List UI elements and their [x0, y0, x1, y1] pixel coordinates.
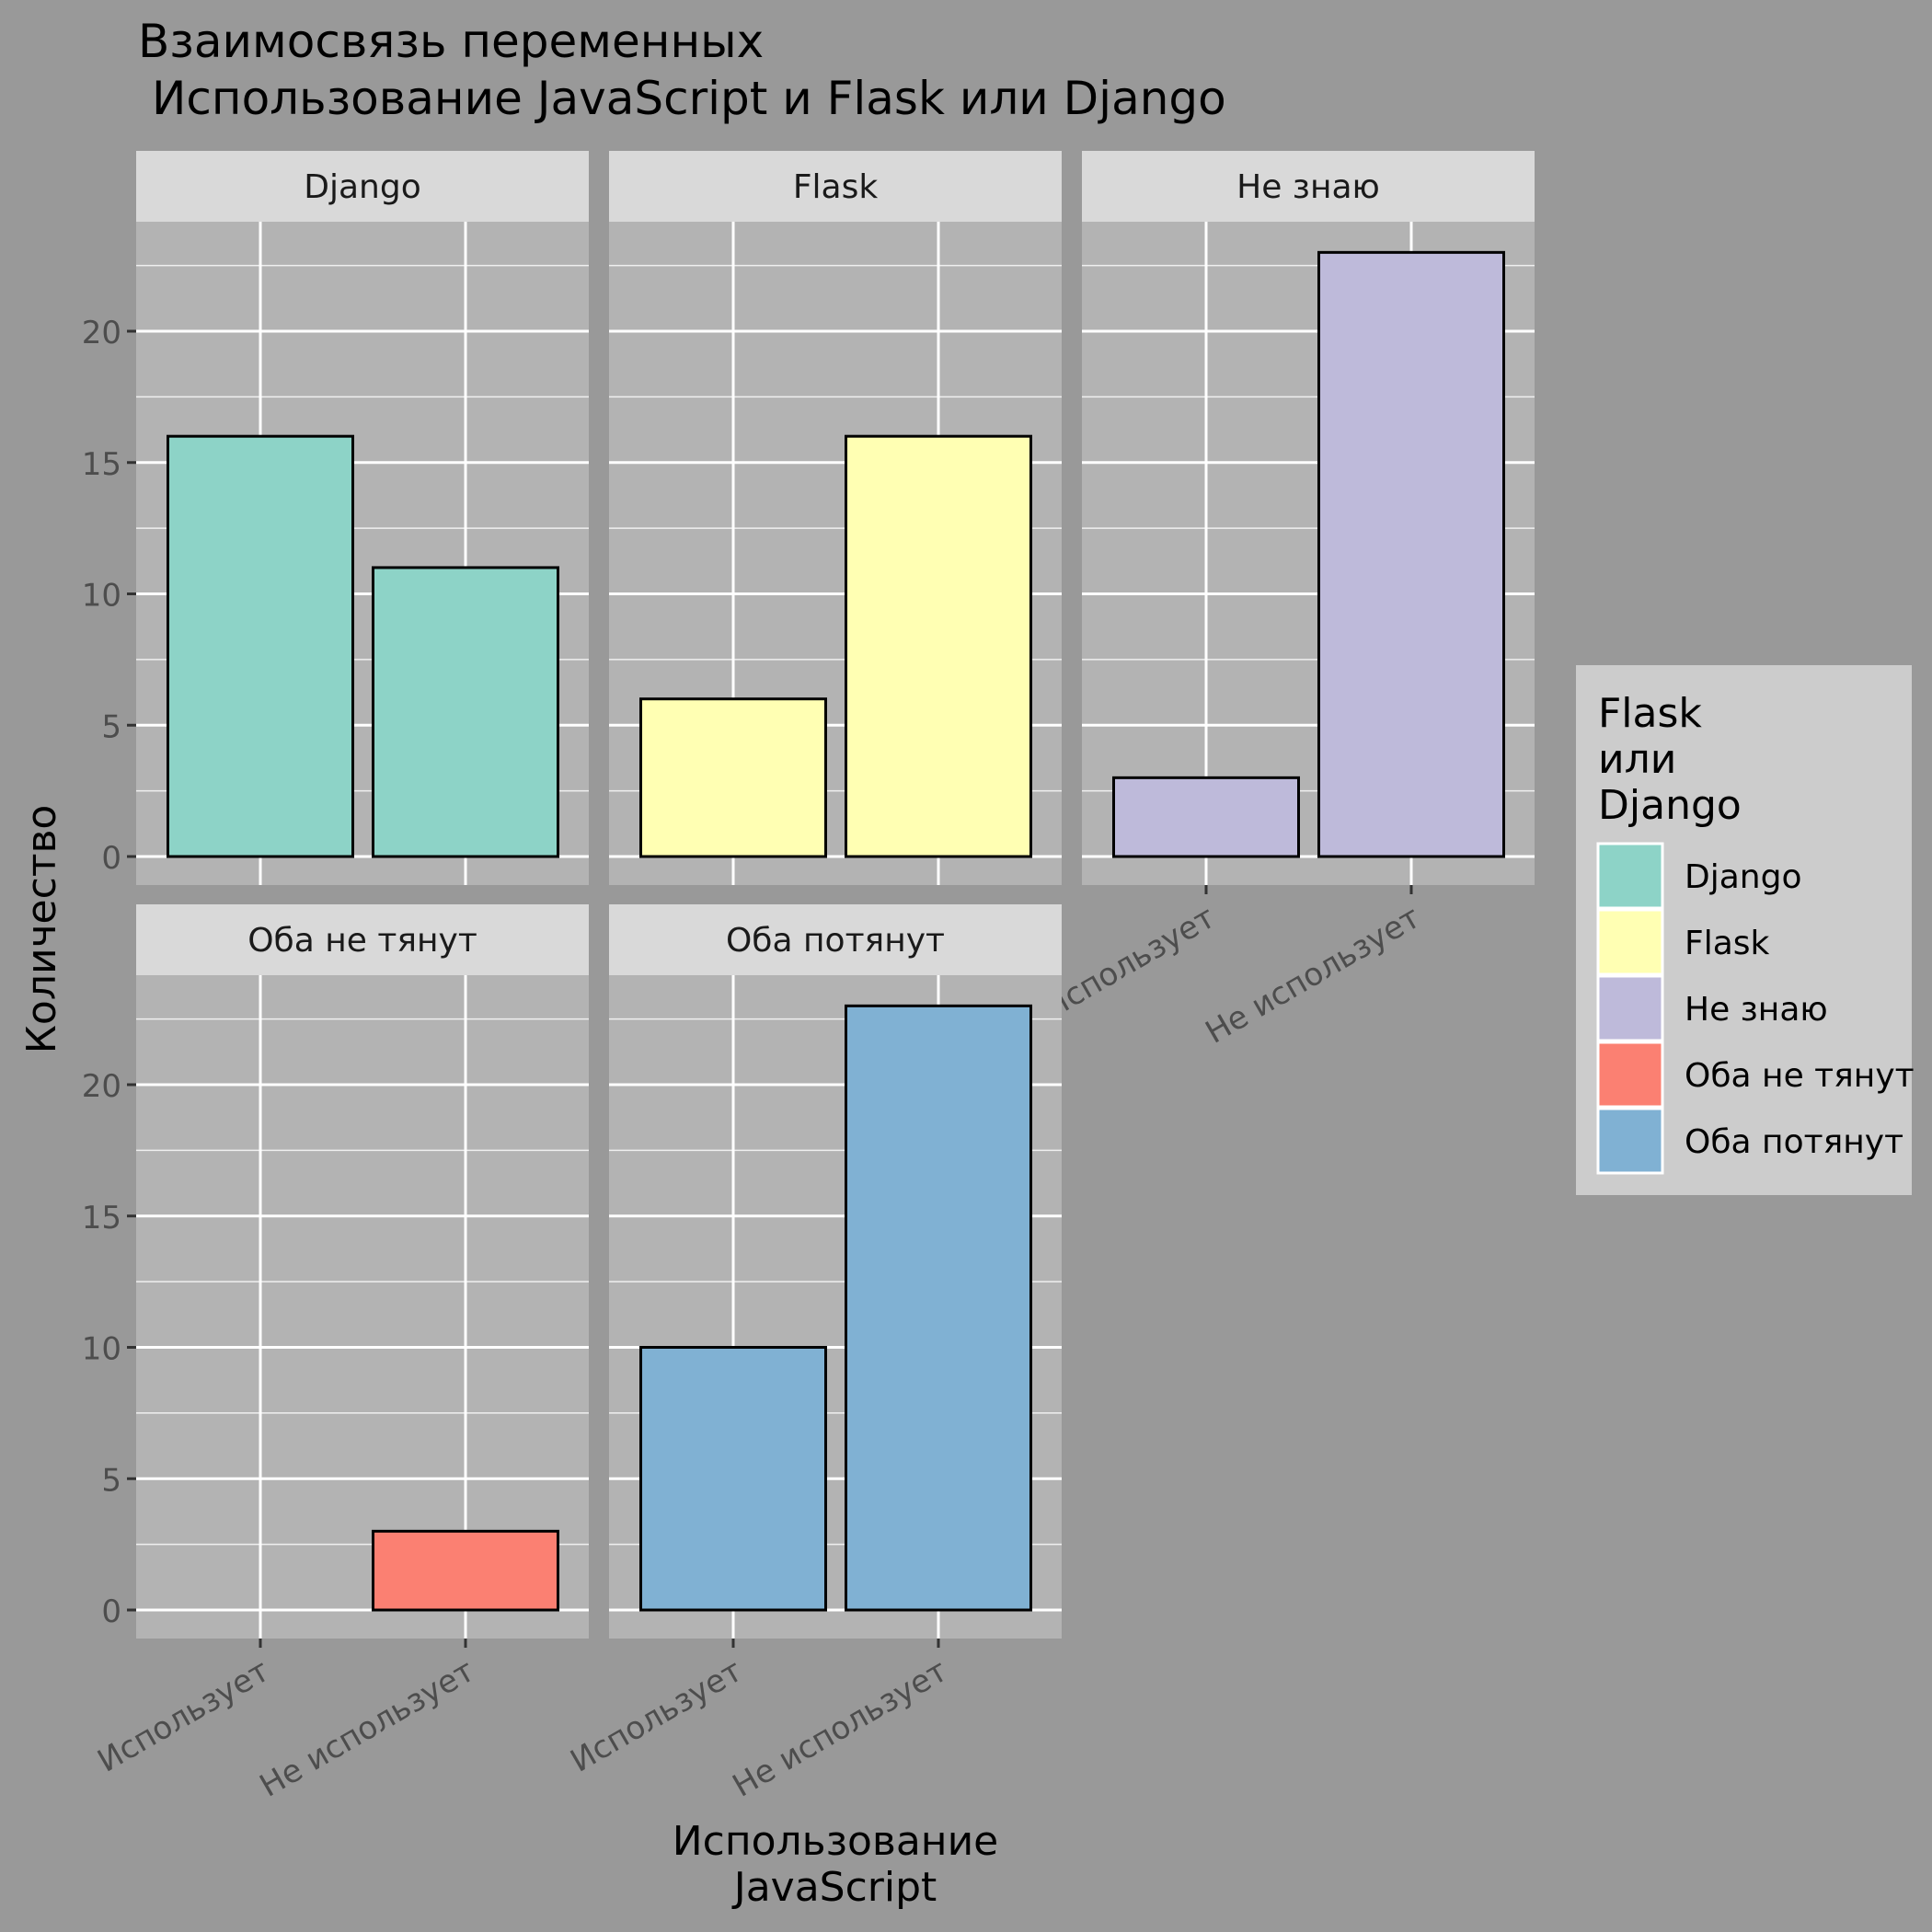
y-tick-label: 5: [101, 1462, 121, 1499]
y-tick-label: 0: [101, 840, 121, 877]
bar-не-знаю-не-использует: [1317, 250, 1505, 858]
legend-label-django: Django: [1685, 858, 1801, 896]
bar-не-знаю-использует: [1112, 776, 1300, 858]
x-axis-label-line2: JavaScript: [731, 1864, 937, 1911]
legend: Flask или Django Django Flask Не знаю Оба н…: [1576, 665, 1915, 1195]
bar-оба-не-тянут-не-использует: [372, 1529, 559, 1612]
facet-strip-label-оба-не-тянут: Оба не тянут: [247, 922, 477, 960]
facet-strip-оба-не-тянут: [136, 904, 589, 975]
legend-label-оба-не-тянут: Оба не тянут: [1685, 1057, 1915, 1095]
y-tick-label: 10: [82, 578, 121, 615]
bar-django-использует: [167, 434, 354, 858]
y-axis-label: Количество: [18, 805, 65, 1054]
legend-swatch-django: [1596, 842, 1664, 910]
y-tick-label: 0: [101, 1593, 121, 1630]
y-tick-label: 15: [82, 1200, 121, 1236]
y-tick-label: 15: [82, 446, 121, 483]
legend-swatch-не-знаю: [1596, 974, 1664, 1042]
legend-items: Django Flask Не знаю Оба не тянут Оба потяну…: [1596, 842, 1915, 1175]
facet-strip-не-знаю: [1082, 151, 1535, 222]
legend-label-flask: Flask: [1685, 925, 1770, 962]
facet-strip-label-оба-потянут: Оба потянут: [726, 922, 945, 960]
legend-title-line3: Django: [1598, 782, 1742, 829]
facet-strip-django: [136, 151, 589, 222]
chart-title-line2: Использование JavaScript и Flask или Dja…: [152, 72, 1226, 125]
x-tick-label-не-использует: Не использует: [727, 1652, 954, 1805]
bar-оба-потянут-использует: [639, 1346, 827, 1612]
legend-label-не-знаю: Не знаю: [1685, 991, 1828, 1029]
bar-flask-использует: [639, 697, 827, 858]
x-tick-label-не-использует: Не использует: [254, 1652, 481, 1805]
legend-title-line1: Flask: [1598, 690, 1702, 737]
facet-strip-label-django: Django: [304, 168, 420, 206]
facet-django: Django 0 5 10 15 20: [82, 151, 589, 885]
y-tick-label: 10: [82, 1331, 121, 1368]
y-tick-label: 5: [101, 708, 121, 745]
y-tick-label: 20: [82, 315, 121, 351]
chart-title-line1: Взаимосвязь переменных: [138, 15, 764, 68]
legend-label-оба-потянут: Оба потянут: [1685, 1123, 1903, 1161]
bar-оба-потянут-не-использует: [845, 1004, 1032, 1612]
facet-flask: Flask: [609, 151, 1062, 885]
x-tick-label-использует: Использует: [91, 1652, 275, 1780]
bar-django-не-использует: [372, 566, 559, 858]
legend-title-line2: или: [1598, 736, 1676, 783]
y-tick-label: 20: [82, 1068, 121, 1105]
legend-swatch-flask: [1596, 908, 1664, 976]
facet-strip-оба-потянут: [609, 904, 1062, 975]
facet-strip-flask: [609, 151, 1062, 222]
facet-strip-label-flask: Flask: [793, 168, 879, 206]
x-tick-label-не-использует: Не использует: [1200, 899, 1427, 1052]
x-tick-label-использует: Использует: [564, 1652, 748, 1780]
facet-strip-label-не-знаю: Не знаю: [1236, 168, 1380, 206]
bar-flask-не-использует: [845, 434, 1032, 858]
legend-swatch-оба-потянут: [1596, 1107, 1664, 1175]
x-axis-label-line1: Использование: [673, 1818, 999, 1865]
legend-swatch-оба-не-тянут: [1596, 1041, 1664, 1109]
x-tick-label-использует: Использует: [1037, 899, 1221, 1027]
